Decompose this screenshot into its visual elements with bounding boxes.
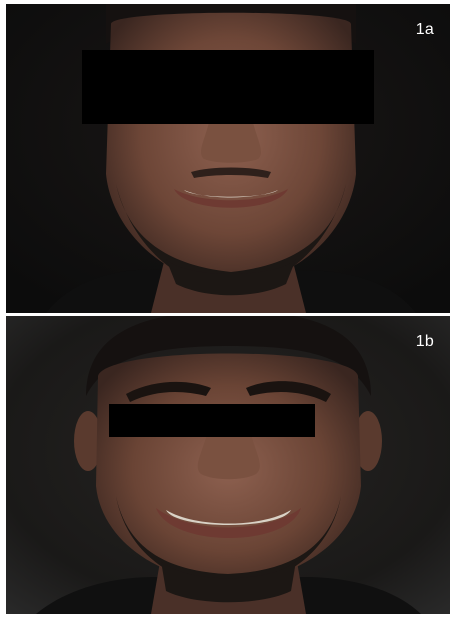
eye-censor-bar xyxy=(109,404,315,437)
face-photo-1b xyxy=(6,316,450,614)
photo-panel-1a: 1a xyxy=(6,4,450,313)
panel-label-1a: 1a xyxy=(415,21,434,38)
photo-panel-1b: 1b xyxy=(6,316,450,614)
face-photo-1a xyxy=(6,4,450,313)
eye-censor-bar xyxy=(82,50,374,124)
panel-label-1b: 1b xyxy=(415,333,434,350)
